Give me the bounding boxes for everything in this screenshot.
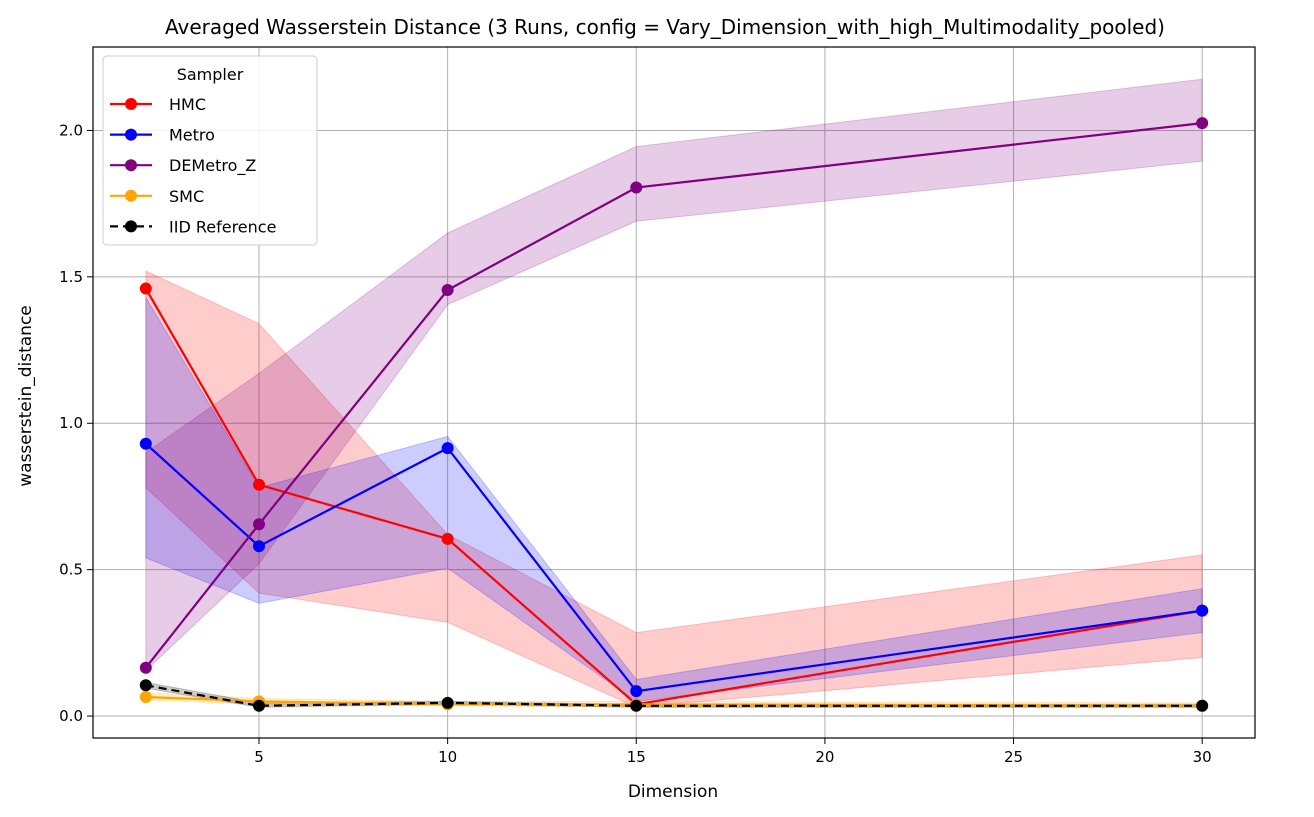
point-smc: [139, 691, 152, 704]
legend-title: Sampler: [177, 65, 244, 84]
x-tick-label: 15: [627, 748, 646, 766]
y-tick-label: 0.0: [59, 707, 83, 725]
legend-marker: [125, 128, 137, 141]
y-tick-label: 1.0: [59, 414, 83, 432]
x-tick-label: 5: [254, 748, 264, 766]
legend-marker: [125, 159, 137, 172]
band-metro: [145, 295, 1203, 702]
point-demetro-z: [441, 284, 454, 297]
point-metro: [139, 437, 152, 450]
point-demetro-z: [139, 661, 152, 674]
point-demetro-z: [630, 181, 643, 194]
point-hmc: [441, 532, 454, 545]
x-axis-ticks: 5 10 15 20 25 30: [254, 738, 1212, 766]
legend-label: IID Reference: [169, 217, 276, 236]
y-tick-label: 2.0: [59, 121, 83, 139]
legend-label: Metro: [169, 126, 215, 145]
legend-label: DEMetro_Z: [169, 156, 256, 176]
x-tick-label: 30: [1193, 748, 1212, 766]
point-iid-reference: [139, 679, 152, 692]
point-metro: [1196, 604, 1209, 617]
series-points: [139, 117, 1209, 712]
x-tick-label: 25: [1004, 748, 1023, 766]
legend-box: [102, 55, 318, 246]
legend-marker: [125, 220, 137, 233]
chart-title: Averaged Wasserstein Distance (3 Runs, c…: [165, 15, 1165, 39]
y-tick-label: 1.5: [59, 268, 83, 286]
band-demetro-z: [145, 78, 1203, 672]
legend-marker: [125, 189, 137, 202]
point-hmc: [139, 282, 152, 295]
y-axis-ticks: 0.0 0.5 1.0 1.5 2.0: [59, 121, 93, 725]
x-tick-label: 10: [438, 748, 457, 766]
plot-frame: [92, 46, 1256, 739]
y-axis-label: wasserstein_distance: [16, 305, 36, 487]
x-tick-label: 20: [815, 748, 834, 766]
point-metro: [630, 685, 643, 698]
legend: Sampler HMC Metro DEMetro_Z SMC IID Reference: [102, 55, 318, 246]
confidence-bands: [145, 78, 1203, 708]
legend-label: SMC: [169, 187, 204, 206]
y-tick-label: 0.5: [59, 561, 83, 579]
point-iid-reference: [441, 696, 454, 709]
point-metro: [441, 442, 454, 455]
point-iid-reference: [253, 699, 265, 712]
point-iid-reference: [630, 699, 643, 712]
point-demetro-z: [253, 518, 265, 531]
band-hmc: [145, 270, 1203, 708]
point-demetro-z: [1196, 117, 1209, 130]
legend-marker: [125, 98, 137, 110]
x-axis-label: Dimension: [628, 782, 718, 802]
legend-label: HMC: [169, 95, 206, 114]
point-hmc: [253, 478, 265, 491]
point-iid-reference: [1196, 699, 1209, 712]
point-metro: [253, 540, 265, 553]
